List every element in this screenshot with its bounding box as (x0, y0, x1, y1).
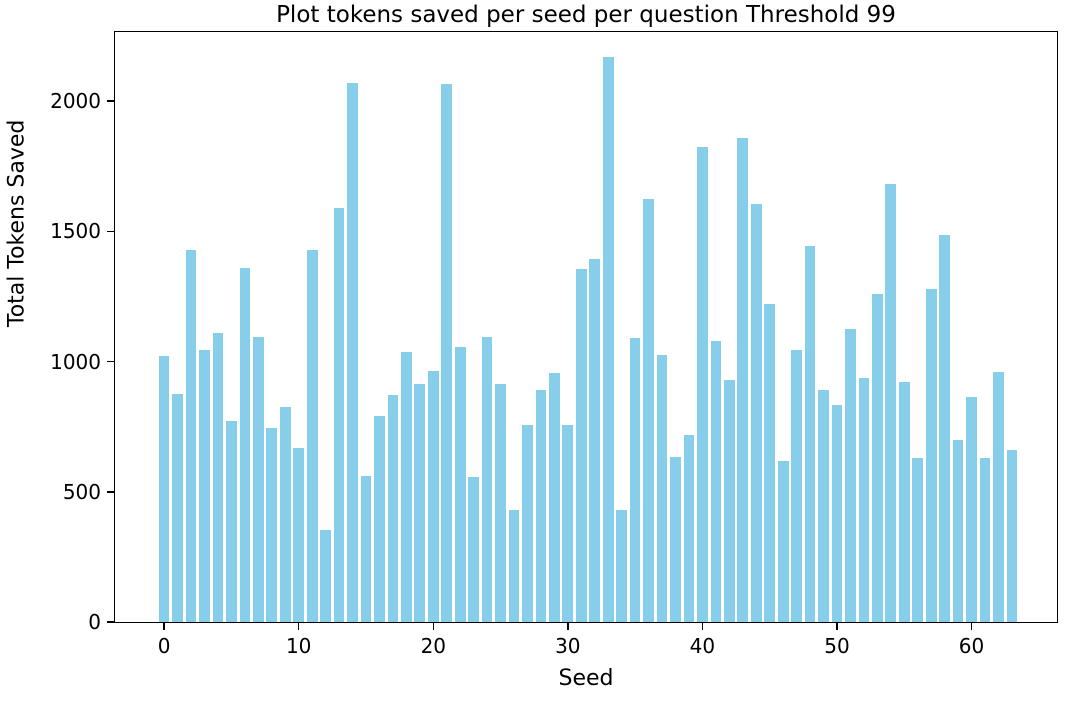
x-tick-mark-10 (297, 622, 300, 630)
y-tick-mark-1500 (107, 230, 115, 232)
bar-seed-31 (575, 269, 587, 622)
x-tick-label-50: 50 (824, 634, 850, 658)
bar-seed-39 (683, 434, 695, 622)
bar-seed-34 (616, 510, 628, 622)
bar-seed-43 (737, 137, 749, 622)
bar-seed-37 (656, 355, 668, 622)
bar-seed-51 (845, 329, 856, 622)
x-tick-label-60: 60 (958, 634, 985, 658)
bar-seed-62 (993, 371, 1004, 622)
x-tick-label-30: 30 (555, 634, 581, 658)
bar-seed-45 (764, 304, 776, 622)
bar-seed-16 (374, 416, 385, 622)
bar-seed-60 (966, 396, 977, 622)
bar-seed-23 (468, 477, 480, 622)
bar-seed-14 (347, 82, 358, 622)
bar-seed-41 (710, 340, 722, 622)
bar-seed-26 (508, 510, 520, 622)
bar-seed-27 (522, 425, 533, 622)
bar-seed-7 (252, 336, 264, 622)
bar-seed-38 (670, 456, 681, 622)
bar-seed-55 (898, 382, 910, 622)
bar-seed-46 (777, 460, 789, 622)
bar-seed-63 (1006, 450, 1018, 622)
bar-seed-35 (629, 338, 641, 622)
bar-seed-30 (562, 425, 574, 622)
bar-seed-18 (401, 352, 412, 622)
y-tick-mark-0 (107, 621, 115, 623)
bar-seed-47 (791, 349, 802, 622)
bar-seed-32 (589, 258, 601, 622)
plot-area (107, 31, 1058, 630)
bar-seed-6 (239, 267, 251, 622)
bar-seed-54 (885, 184, 897, 622)
x-tick-mark-20 (432, 622, 434, 630)
bar-seed-5 (226, 421, 237, 622)
bar-seed-25 (495, 383, 506, 622)
x-tick-label-0: 0 (157, 634, 171, 658)
bar-seed-42 (723, 379, 735, 622)
y-tick-label-2000: 2000 (50, 89, 101, 113)
x-axis-label: Seed (558, 666, 614, 691)
x-tick-mark-60 (970, 622, 973, 630)
bar-seed-61 (979, 457, 991, 622)
y-tick-mark-500 (107, 491, 115, 493)
x-tick-mark-50 (836, 622, 838, 630)
bar-seed-59 (952, 439, 964, 622)
bar-seed-1 (172, 394, 183, 622)
bar-seed-10 (293, 447, 305, 622)
y-tick-label-1500: 1500 (50, 219, 101, 244)
x-tick-mark-0 (163, 622, 165, 630)
bar-seed-50 (831, 404, 843, 622)
y-axis-label: Total Tokens Saved (4, 119, 30, 327)
x-tick-label-20: 20 (420, 634, 447, 658)
bar-seed-36 (643, 198, 654, 622)
bar-seed-17 (387, 395, 399, 622)
bar-seed-20 (427, 370, 439, 622)
bar-seed-2 (185, 249, 197, 622)
bar-seed-28 (535, 390, 547, 622)
bar-seed-56 (912, 457, 924, 622)
y-tick-mark-2000 (107, 100, 115, 102)
x-tick-mark-40 (701, 622, 704, 630)
bar-seed-49 (818, 390, 829, 622)
bar-seed-29 (549, 373, 560, 622)
y-tick-label-0: 0 (88, 610, 101, 634)
bar-seed-57 (925, 288, 937, 622)
x-tick-label-10: 10 (285, 634, 312, 658)
y-tick-mark-1000 (107, 360, 115, 363)
bar-seed-11 (306, 249, 318, 622)
bar-seed-9 (279, 407, 291, 622)
bar-seed-24 (481, 336, 493, 622)
bar-seed-58 (939, 235, 951, 622)
x-tick-mark-30 (567, 622, 569, 630)
bar-seed-52 (858, 378, 870, 622)
bar-seed-40 (697, 146, 708, 622)
bar-seed-33 (602, 56, 614, 622)
bar-seed-13 (333, 207, 345, 622)
bar-seed-21 (441, 84, 453, 622)
bar-seed-22 (454, 347, 466, 622)
bar-seed-12 (320, 529, 331, 622)
bar-seed-44 (750, 203, 762, 622)
y-tick-label-1000: 1000 (50, 349, 101, 374)
bar-seed-4 (212, 332, 224, 622)
bar-seed-0 (158, 356, 170, 622)
bar-seed-15 (360, 476, 372, 622)
bar-seed-19 (414, 383, 426, 622)
chart-title: Plot tokens saved per seed per question … (276, 2, 896, 28)
bar-seed-53 (872, 293, 883, 622)
x-tick-label-40: 40 (689, 634, 716, 658)
bar-seed-3 (199, 349, 210, 622)
bar-seed-48 (804, 245, 816, 622)
y-tick-label-500: 500 (62, 479, 101, 504)
bar-seed-8 (266, 427, 278, 622)
